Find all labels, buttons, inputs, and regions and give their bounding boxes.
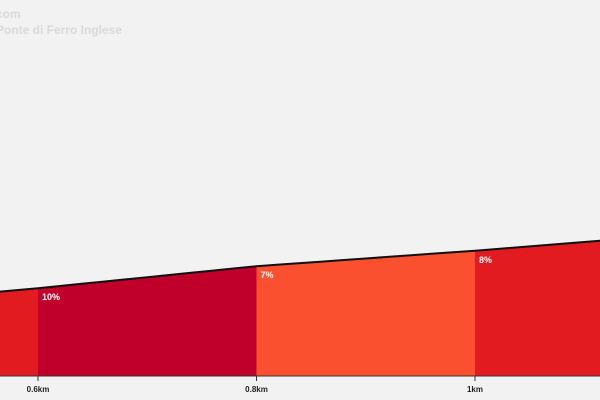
gradient-label: 10% [42,292,60,302]
x-tick-label: 1km [467,385,483,394]
gradient-segment-bar [38,266,257,376]
gradient-label: 7% [261,270,274,280]
x-tick-label: 0.6km [27,385,50,394]
x-tick-label: 0.8km [245,385,268,394]
site-name: com [0,7,21,21]
chart-title: com Ponte di Ferro Inglese [0,6,122,38]
gradient-segment-bar [0,288,38,376]
elevation-line [0,239,600,293]
gradient-segment-bar [475,240,600,376]
gradient-label: 8% [479,255,492,265]
gradient-segment-bar [256,250,475,376]
climb-name: Ponte di Ferro Inglese [0,23,123,37]
